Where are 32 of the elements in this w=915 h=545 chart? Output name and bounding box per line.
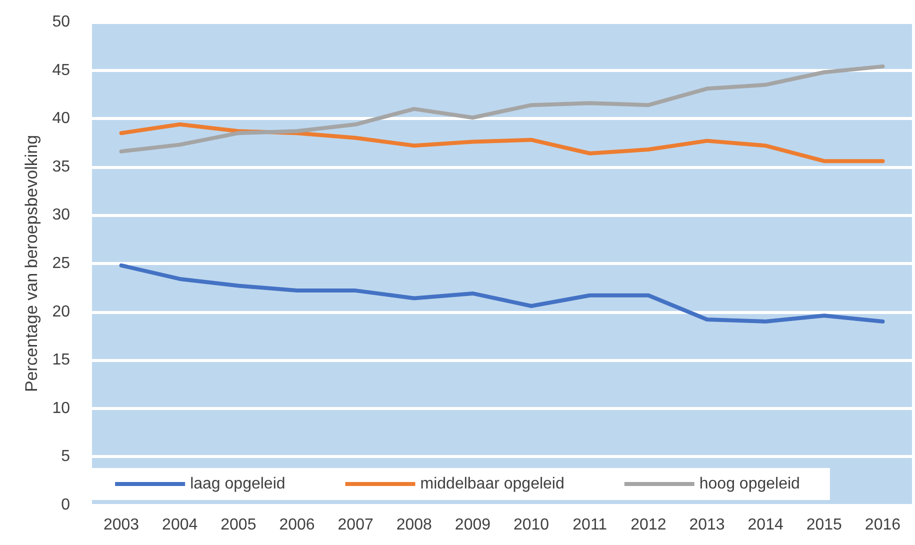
x-tick-label: 2014 [748, 516, 784, 534]
y-tick-label: 15 [52, 352, 70, 369]
y-tick-label: 10 [52, 400, 70, 417]
legend-label: middelbaar opgeleid [420, 476, 564, 492]
x-tick-label: 2006 [279, 516, 315, 534]
x-tick-label: 2012 [630, 516, 666, 534]
x-tick-label: 2013 [689, 516, 725, 534]
x-tick-label: 2016 [864, 516, 901, 534]
line-series [119, 64, 885, 154]
x-tick-label: 2005 [220, 516, 256, 534]
x-tick-label: 2015 [806, 516, 842, 534]
y-tick-label: 50 [52, 14, 70, 30]
x-tick-label: 2011 [572, 516, 608, 534]
line-series [119, 122, 885, 164]
legend-label: hoog opgeleid [699, 476, 800, 492]
y-tick-label: 5 [61, 448, 70, 466]
x-tick-label: 2004 [162, 516, 198, 534]
x-tick-label: 2003 [103, 516, 140, 534]
legend-label: laag opgeleid [190, 476, 286, 492]
line-series [119, 263, 885, 324]
y-tick-label: 0 [61, 496, 70, 514]
x-tick-label: 2008 [396, 516, 432, 534]
x-tick-label: 2010 [513, 516, 550, 534]
y-tick-label: 30 [52, 206, 70, 224]
y-tick-label: 45 [52, 62, 70, 79]
y-tick-label: 25 [52, 255, 70, 272]
y-tick-label: 35 [52, 158, 70, 176]
y-tick-label: 40 [52, 110, 70, 128]
x-tick-label: 2007 [338, 516, 374, 534]
x-tick-label: 2009 [454, 516, 491, 534]
y-axis-title: Percentage van beroepsbevolking [22, 134, 41, 392]
y-tick-label: 20 [52, 303, 70, 320]
